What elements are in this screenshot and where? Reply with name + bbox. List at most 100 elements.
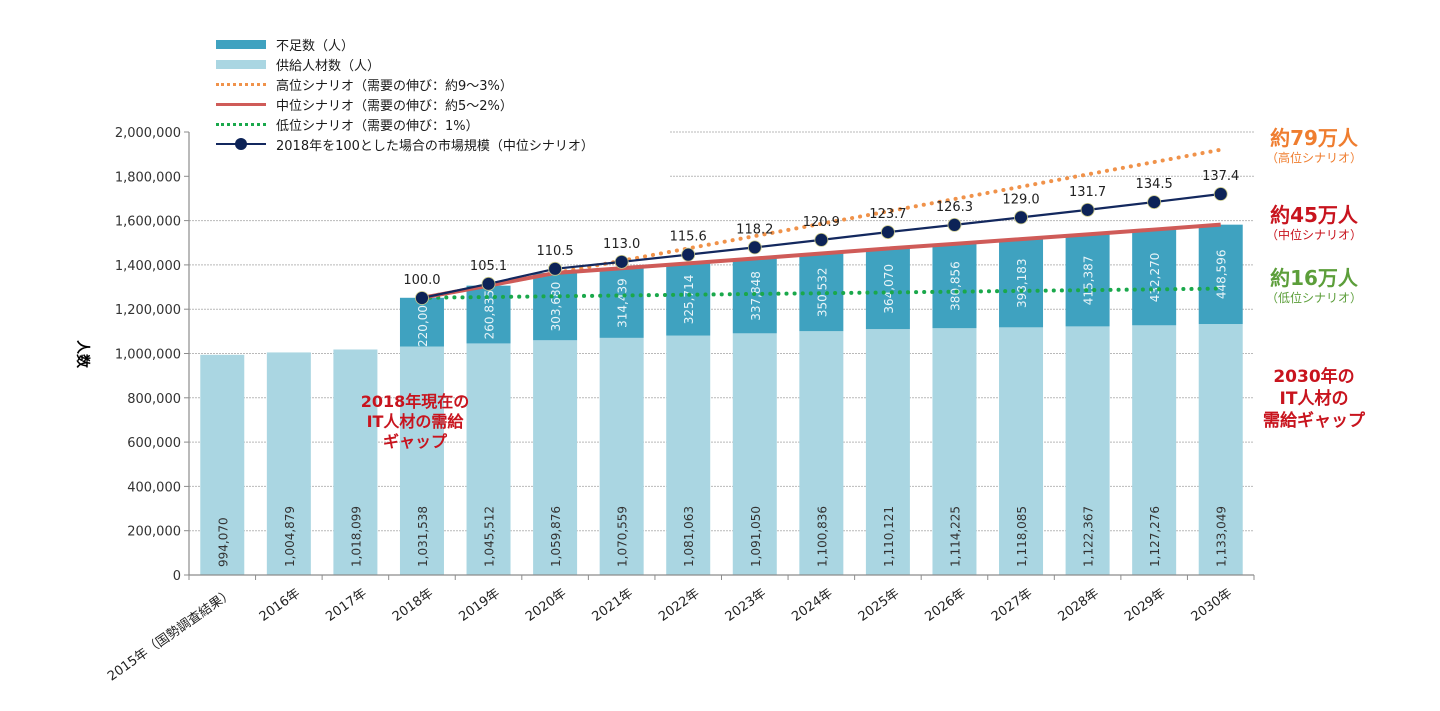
bar-supply-label: 1,045,512 [483, 506, 497, 567]
market-point [481, 276, 496, 291]
market-point [881, 225, 895, 240]
bar-supply-label: 1,004,879 [283, 506, 297, 567]
annotation-mid: 約45万人 （中位シナリオ） [1252, 203, 1376, 243]
x-tick-label: 2022年 [656, 586, 702, 625]
x-tick-label: 2025年 [856, 586, 902, 625]
market-point-label: 131.7 [1069, 185, 1106, 200]
y-axis-label: 人数 [74, 340, 91, 369]
bar-shortage-label: 448,596 [1215, 250, 1229, 300]
x-tick-label: 2018年 [390, 586, 436, 625]
market-scale-line: 100.0 105.1 110.5 113.0 115.6 118.2 120.9 123.7… [403, 169, 1239, 305]
bar-shortage-label: 260,835 [483, 290, 497, 340]
legend-item-shortage: 不足数（人） [216, 34, 594, 54]
bar-supply-label: 1,081,063 [682, 506, 696, 567]
market-point-label: 123.7 [869, 207, 906, 222]
market-point [1080, 202, 1095, 217]
annotation-gap-2030-line: IT人材の [1279, 389, 1349, 409]
y-tick-label: 1,000,000 [115, 348, 181, 363]
bar-supply-label: 1,091,050 [749, 506, 763, 567]
line-high-scenario [419, 147, 1223, 300]
bar-supply-label: 1,114,225 [948, 506, 962, 567]
legend-swatch-market [216, 138, 266, 150]
y-tick-label: 2,000,000 [115, 126, 181, 141]
bar-shortage [1132, 229, 1177, 326]
legend-item-market-scale: 2018年を100とした場合の市場規模（中位シナリオ） [216, 134, 594, 154]
bar-supply [533, 340, 578, 575]
bar-supply [466, 343, 511, 575]
y-tick-label: 400,000 [127, 480, 181, 495]
annotation-gap-2018-line: IT人材の需給 [366, 412, 464, 431]
bar-supply-label: 1,110,121 [882, 506, 896, 567]
legend-item-supply: 供給人材数（人） [216, 54, 594, 74]
bar-supply [1198, 324, 1243, 575]
bar-shortage [666, 263, 711, 336]
market-point [947, 217, 962, 232]
market-point-label: 115.6 [670, 230, 707, 245]
bar-supply [999, 327, 1044, 575]
market-point [681, 247, 696, 262]
annotation-gap-2030-line: 需給ギャップ [1263, 411, 1365, 431]
market-point-label: 118.2 [736, 222, 773, 237]
y-tick-label: 600,000 [127, 436, 181, 451]
x-tick-label: 2020年 [523, 586, 569, 625]
bar-supply-label: 1,031,538 [416, 506, 430, 567]
annotation-high: 約79万人 （高位シナリオ） [1252, 126, 1376, 166]
annotation-high-main: 約79万人 [1270, 126, 1358, 150]
bar-shortage [732, 258, 777, 334]
market-point [1147, 195, 1162, 209]
market-point-label: 113.0 [603, 237, 640, 252]
bar-supply-label: 1,133,049 [1215, 506, 1229, 567]
legend-item-low-scenario: 低位シナリオ（需要の伸び：1%） [216, 114, 594, 134]
bar-shortage [533, 272, 578, 341]
annotation-mid-main: 約45万人 [1270, 203, 1358, 227]
market-point [1213, 187, 1228, 201]
legend-swatch-shortage [216, 39, 266, 49]
bar-shortage-label: 364,070 [882, 264, 896, 314]
x-tick-label: 2021年 [590, 586, 636, 625]
bar-shortage-label: 314,439 [616, 278, 630, 328]
bar-supply-label: 1,018,099 [349, 506, 363, 567]
legend-label: 低位シナリオ（需要の伸び：1%） [276, 118, 479, 134]
bar-supply-label: 1,059,876 [549, 506, 563, 567]
bar-shortage [399, 297, 444, 347]
market-point-label: 100.0 [403, 273, 440, 288]
annotation-high-sub: （高位シナリオ） [1265, 151, 1362, 165]
market-point-label: 110.5 [536, 244, 573, 259]
legend-label: 中位シナリオ（需要の伸び：約5〜2%） [276, 98, 513, 114]
legend-label: 高位シナリオ（需要の伸び：約9〜3%） [276, 78, 513, 94]
y-tick-label: 1,400,000 [115, 259, 181, 274]
legend-swatch-supply [216, 59, 266, 69]
bar-shortage [1065, 234, 1110, 327]
bar-supply [732, 333, 777, 575]
market-point-label: 105.1 [470, 259, 507, 274]
market-point-label: 120.9 [803, 215, 840, 230]
market-point [415, 291, 429, 305]
legend-item-mid-scenario: 中位シナリオ（需要の伸び：約5〜2%） [216, 94, 594, 114]
bar-shortage-label: 337,848 [749, 271, 763, 321]
bar-supply-label: 1,122,367 [1082, 506, 1096, 567]
bar-supply-label: 1,070,559 [616, 506, 630, 567]
market-point [614, 254, 629, 269]
market-point-label: 129.0 [1002, 192, 1039, 207]
legend-swatch-low [216, 122, 266, 126]
annotation-gap-2018-line: 2018年現在の [360, 392, 470, 411]
legend-label: 不足数（人） [276, 38, 355, 54]
bar-supply [266, 352, 311, 575]
x-axis: 2015年（国勢調査結果） 2016年 2017年 2018年 2019年 2020年 20… [105, 574, 1255, 684]
x-tick-label: 2026年 [922, 586, 968, 625]
legend-label: 2018年を100とした場合の市場規模（中位シナリオ） [276, 138, 594, 154]
y-axis: 0 200,000 400,000 600,000 800,000 1,000,000 1,… [115, 126, 190, 584]
annotation-gap-2018-line: ギャップ [382, 432, 447, 451]
annotation-low-main: 約16万人 [1270, 266, 1358, 290]
bar-shortage [999, 239, 1044, 328]
annotation-gap-2030-line: 2030年の [1273, 367, 1355, 387]
bar-supply-label: 1,127,276 [1148, 506, 1162, 567]
x-tick-label: 2019年 [456, 586, 502, 625]
annotation-mid-sub: （中位シナリオ） [1265, 228, 1362, 242]
bar-supply [200, 354, 245, 575]
bar-supply-label: 1,118,085 [1015, 506, 1029, 567]
y-tick-label: 1,800,000 [115, 170, 181, 185]
x-tick-label: 2028年 [1056, 586, 1102, 625]
y-tick-label: 200,000 [127, 525, 181, 540]
bars [200, 224, 1243, 575]
